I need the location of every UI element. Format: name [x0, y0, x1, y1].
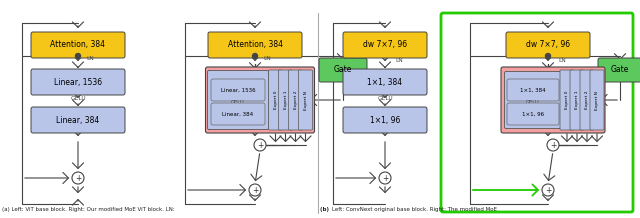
- FancyBboxPatch shape: [507, 103, 559, 125]
- FancyBboxPatch shape: [269, 70, 282, 130]
- Text: Linear, 1536: Linear, 1536: [54, 78, 102, 87]
- FancyBboxPatch shape: [208, 32, 302, 58]
- Text: Gate: Gate: [611, 65, 629, 75]
- Text: Expert 2: Expert 2: [585, 91, 589, 109]
- Text: 1×1, 384: 1×1, 384: [367, 78, 403, 87]
- Text: 1×1, 96: 1×1, 96: [370, 116, 400, 124]
- Text: Linear, 384: Linear, 384: [223, 111, 253, 116]
- Text: Expert 0: Expert 0: [273, 91, 278, 109]
- Text: Expert N: Expert N: [303, 90, 307, 109]
- Circle shape: [72, 172, 84, 184]
- FancyBboxPatch shape: [506, 32, 590, 58]
- Text: Gate: Gate: [334, 65, 352, 75]
- Text: (b): (b): [320, 207, 331, 212]
- Text: dw 7×7, 96: dw 7×7, 96: [526, 41, 570, 49]
- FancyBboxPatch shape: [590, 70, 604, 130]
- Circle shape: [547, 139, 559, 151]
- Text: Linear, 384: Linear, 384: [56, 116, 100, 124]
- Text: +: +: [252, 186, 258, 194]
- FancyBboxPatch shape: [298, 70, 312, 130]
- Circle shape: [249, 184, 261, 196]
- FancyBboxPatch shape: [504, 72, 561, 128]
- Text: Left: ConvNext original base block. Right: The modified MoE: Left: ConvNext original base block. Righ…: [332, 207, 497, 212]
- Circle shape: [254, 139, 266, 151]
- Text: GELU: GELU: [70, 95, 86, 100]
- FancyBboxPatch shape: [31, 69, 125, 95]
- FancyBboxPatch shape: [211, 103, 265, 125]
- Text: GELU: GELU: [377, 95, 393, 100]
- FancyBboxPatch shape: [31, 32, 125, 58]
- Text: Linear, 1536: Linear, 1536: [221, 87, 255, 92]
- FancyBboxPatch shape: [598, 58, 640, 82]
- Text: Expert 1: Expert 1: [284, 91, 287, 109]
- FancyBboxPatch shape: [343, 107, 427, 133]
- Text: Expert 2: Expert 2: [294, 91, 298, 109]
- Text: GELU: GELU: [231, 99, 245, 104]
- Circle shape: [545, 53, 550, 58]
- Text: +: +: [382, 174, 388, 182]
- FancyBboxPatch shape: [343, 32, 427, 58]
- Text: +: +: [550, 140, 556, 150]
- FancyBboxPatch shape: [507, 79, 559, 101]
- Text: Attention, 384: Attention, 384: [227, 41, 282, 49]
- Text: dw 7×7, 96: dw 7×7, 96: [363, 41, 407, 49]
- Text: +: +: [257, 140, 263, 150]
- Text: Expert 0: Expert 0: [565, 91, 569, 109]
- Circle shape: [253, 53, 257, 58]
- Text: Expert 1: Expert 1: [575, 91, 579, 109]
- FancyBboxPatch shape: [560, 70, 574, 130]
- Text: +: +: [545, 186, 551, 194]
- FancyBboxPatch shape: [570, 70, 584, 130]
- FancyBboxPatch shape: [31, 107, 125, 133]
- FancyBboxPatch shape: [319, 58, 367, 82]
- FancyBboxPatch shape: [278, 70, 292, 130]
- Circle shape: [76, 53, 81, 58]
- Text: +: +: [75, 174, 81, 182]
- FancyBboxPatch shape: [343, 69, 427, 95]
- Text: LN: LN: [86, 56, 94, 61]
- Text: (a) Left: ViT base block. Right: Our modified MoE ViT block. LN:: (a) Left: ViT base block. Right: Our mod…: [2, 207, 175, 212]
- Text: LN: LN: [263, 56, 271, 61]
- FancyBboxPatch shape: [580, 70, 594, 130]
- Text: Attention, 384: Attention, 384: [51, 41, 106, 49]
- FancyBboxPatch shape: [501, 67, 605, 133]
- Text: 1×1, 96: 1×1, 96: [522, 111, 544, 116]
- Text: GELU: GELU: [526, 99, 540, 104]
- Circle shape: [542, 184, 554, 196]
- Circle shape: [379, 172, 391, 184]
- FancyBboxPatch shape: [211, 79, 265, 101]
- Text: LN: LN: [558, 58, 566, 63]
- Text: Expert N: Expert N: [595, 90, 599, 109]
- Text: LN: LN: [395, 58, 403, 63]
- FancyBboxPatch shape: [289, 70, 303, 130]
- FancyBboxPatch shape: [207, 70, 269, 129]
- FancyBboxPatch shape: [205, 67, 314, 133]
- Text: 1×1, 384: 1×1, 384: [520, 87, 546, 92]
